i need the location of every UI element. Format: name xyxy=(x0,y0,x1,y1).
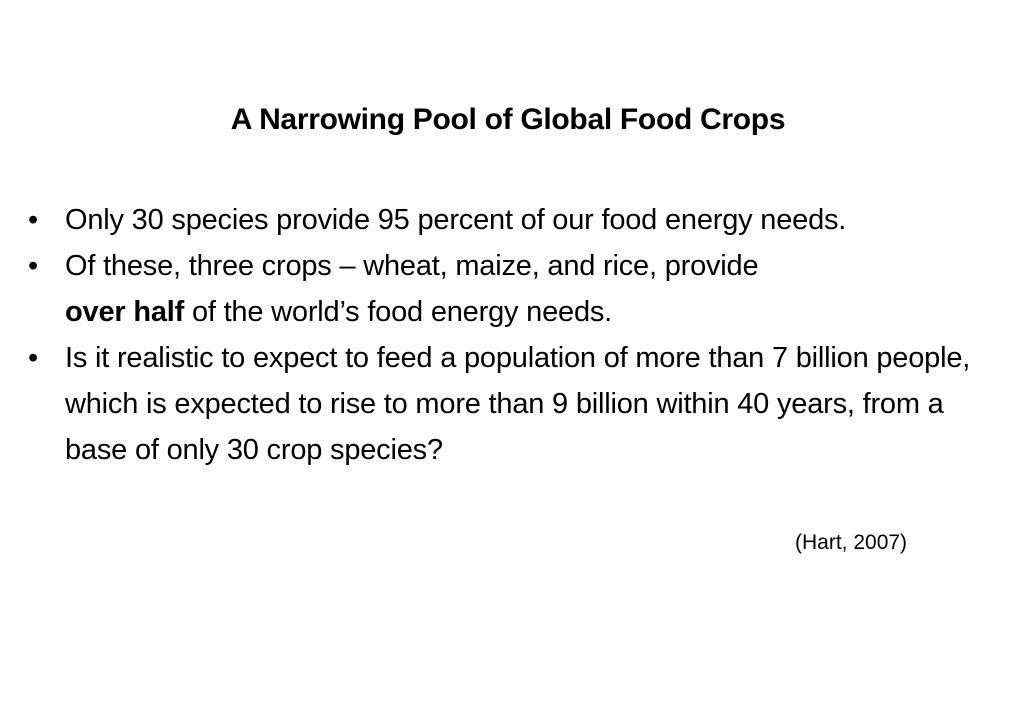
bullet-text-before: Of these, three crops – wheat, maize, an… xyxy=(65,250,759,282)
bullet-list: • Only 30 species provide 95 percent of … xyxy=(28,197,1003,473)
bullet-dot-icon: • xyxy=(28,342,38,374)
bullet-item-food-species: • Only 30 species provide 95 percent of … xyxy=(28,197,1003,243)
bullet-dot-icon: • xyxy=(28,204,38,236)
citation: (Hart, 2007) xyxy=(795,531,908,554)
bullet-text: Only 30 species provide 95 percent of ou… xyxy=(65,204,847,236)
bullet-emphasis: over half xyxy=(65,296,185,328)
bullet-dot-icon: • xyxy=(28,250,38,282)
bullet-item-three-crops: • Of these, three crops – wheat, maize, … xyxy=(28,243,1003,335)
slide-title: A Narrowing Pool of Global Food Crops xyxy=(230,103,786,136)
bullet-text: Is it realistic to expect to feed a popu… xyxy=(65,342,971,466)
bullet-text-after: of the world’s food energy needs. xyxy=(191,296,613,328)
bullet-item-population-question: • Is it realistic to expect to feed a po… xyxy=(28,335,1003,473)
